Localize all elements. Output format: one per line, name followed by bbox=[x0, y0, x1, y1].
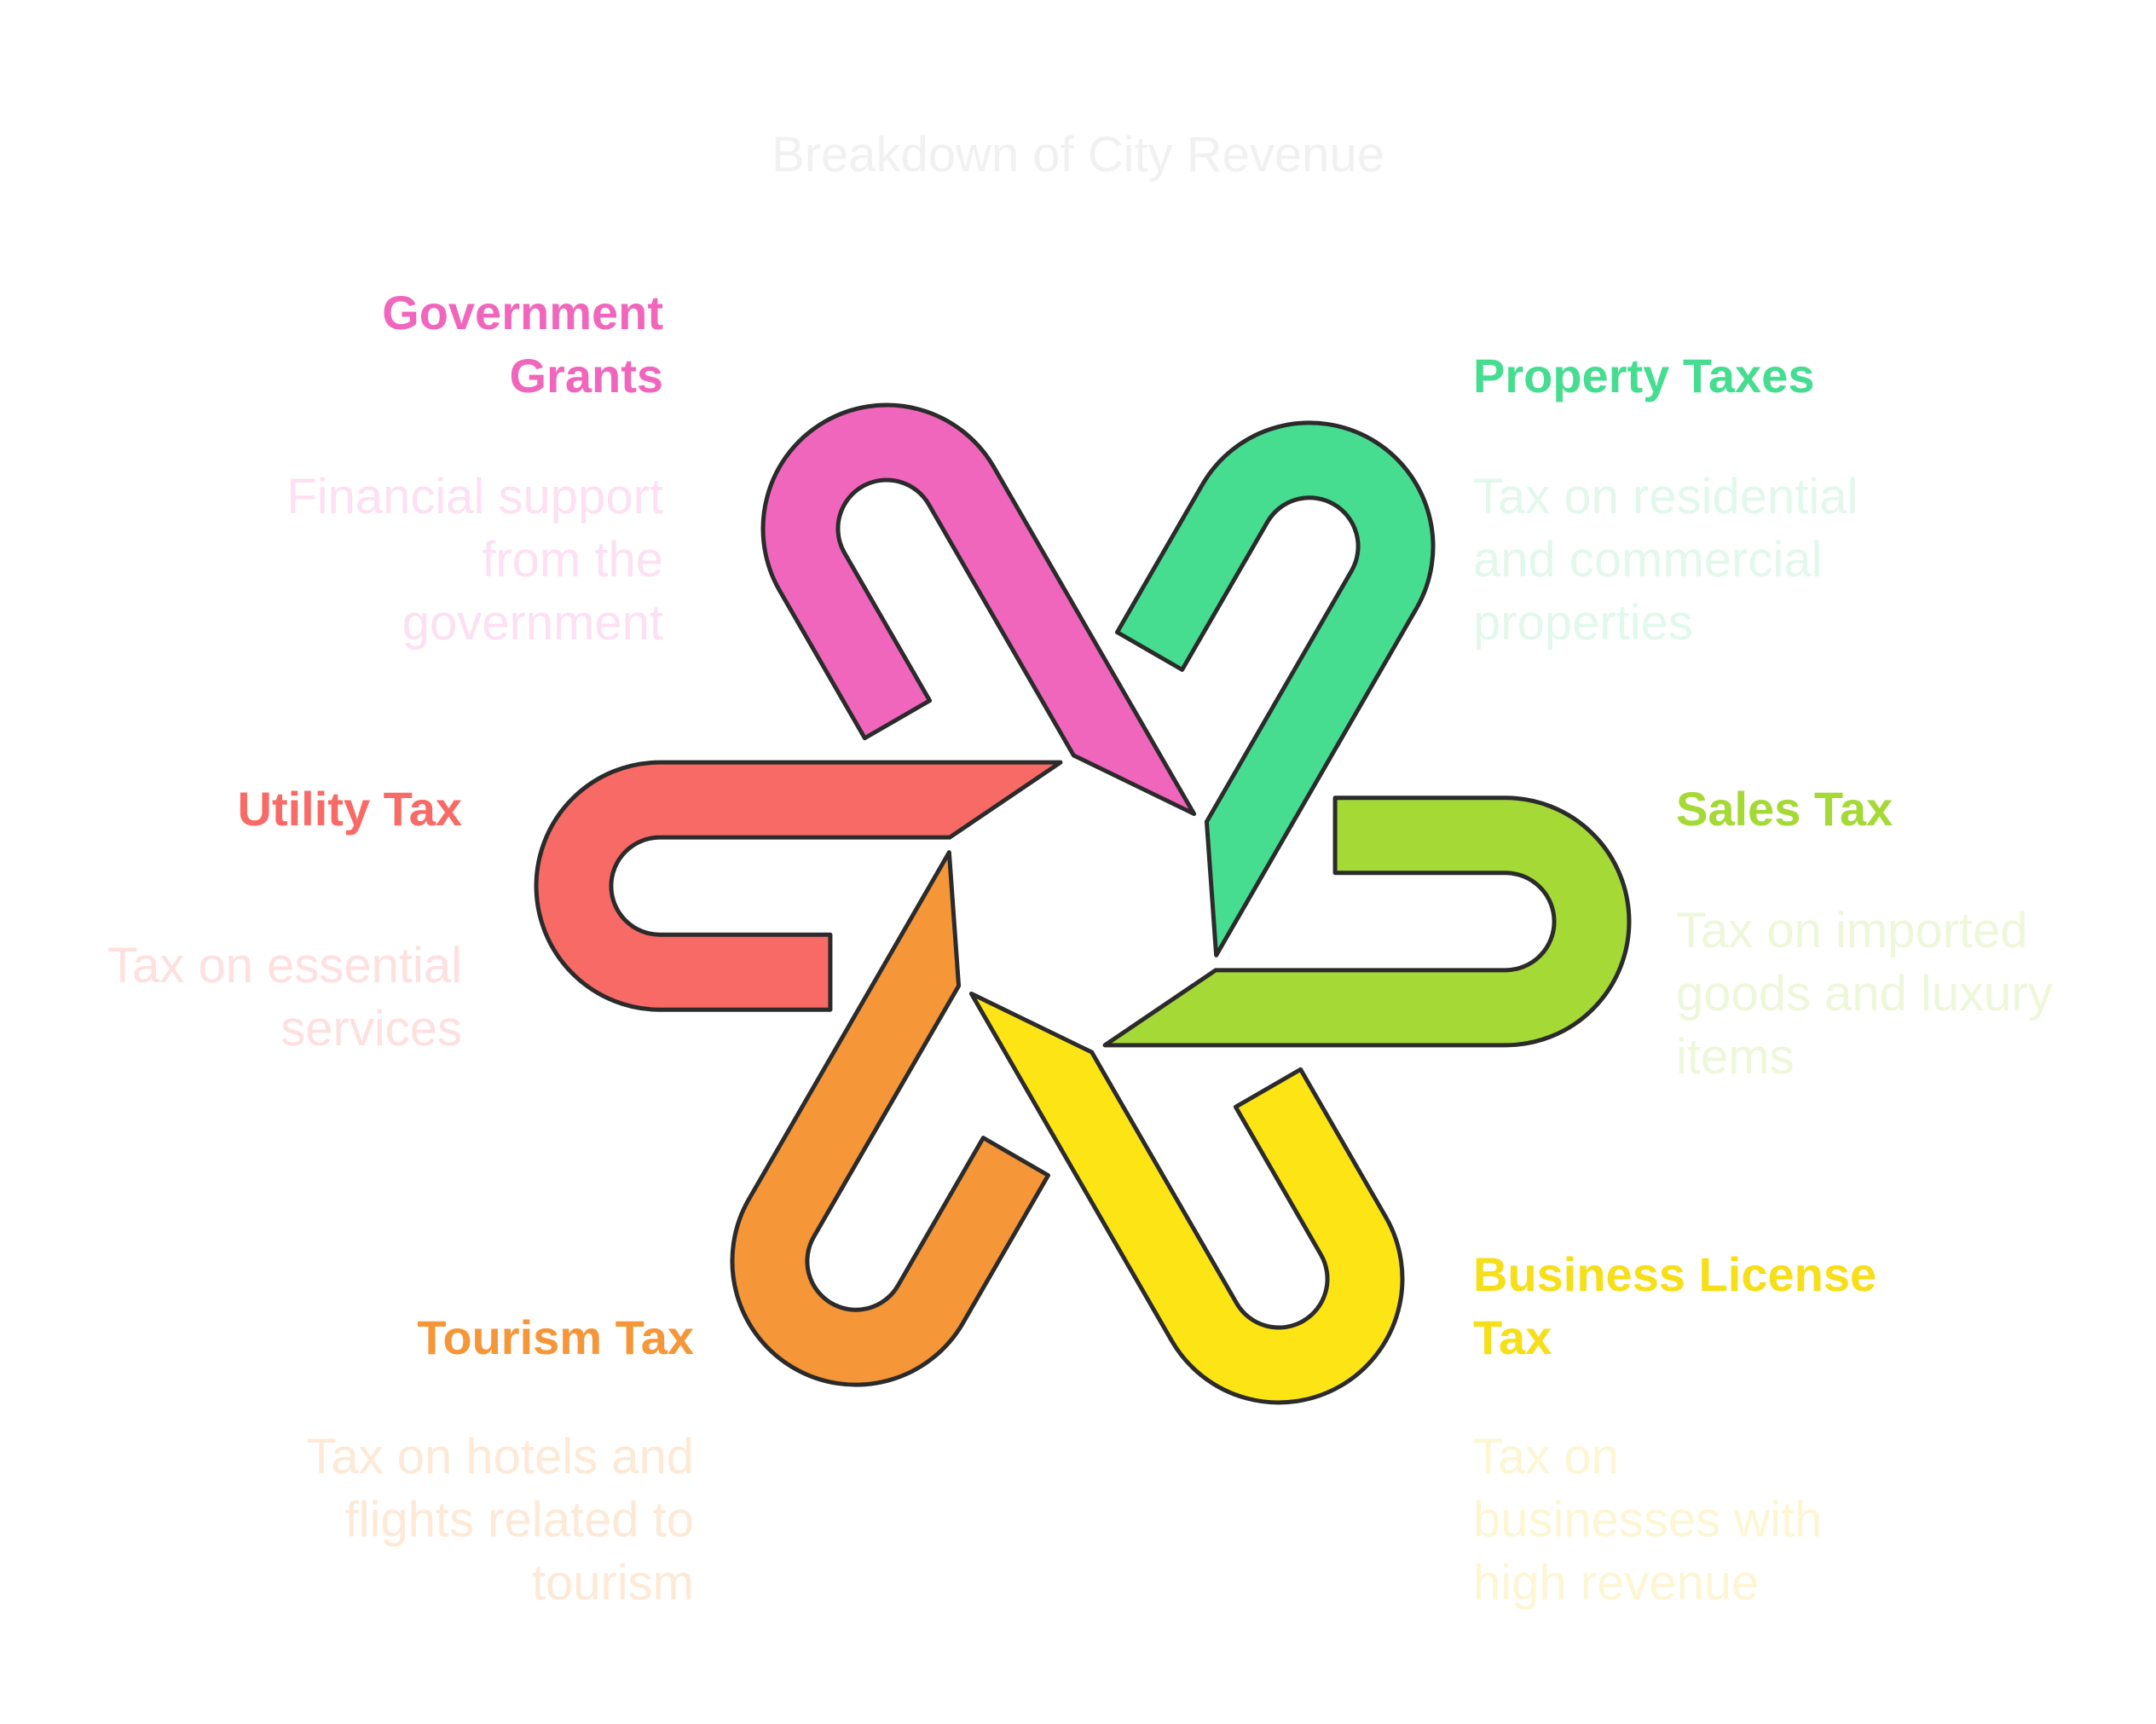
label-government-grants: Government Grants bbox=[382, 286, 663, 402]
property-taxes-loop bbox=[1114, 420, 1436, 957]
description-property-taxes: Tax on residential and commercial proper… bbox=[1473, 469, 1858, 651]
description-government-grants: Financial support from the government bbox=[286, 469, 663, 651]
description-utility-tax: Tax on essential services bbox=[107, 938, 462, 1056]
business-license-tax-loop bbox=[968, 991, 1405, 1405]
label-utility-tax: Utility Tax bbox=[237, 782, 462, 836]
utility-tax-loop bbox=[534, 760, 1063, 1012]
description-tourism-tax: Tax on hotels and flights related to tou… bbox=[306, 1429, 694, 1611]
sales-tax-loop bbox=[1102, 795, 1632, 1048]
description-business-license-tax: Tax on businesses with high revenue bbox=[1473, 1429, 1823, 1611]
description-sales-tax: Tax on imported goods and luxury items bbox=[1676, 903, 2053, 1085]
label-property-taxes: Property Taxes bbox=[1473, 349, 1815, 402]
diagram-title: Breakdown of City Revenue bbox=[772, 127, 1384, 182]
tourism-tax-loop bbox=[730, 850, 1051, 1387]
label-tourism-tax: Tourism Tax bbox=[417, 1310, 694, 1364]
label-sales-tax: Sales Tax bbox=[1676, 782, 1893, 836]
government-grants-loop bbox=[760, 402, 1197, 817]
label-business-license-tax: Business License Tax bbox=[1473, 1247, 1877, 1364]
